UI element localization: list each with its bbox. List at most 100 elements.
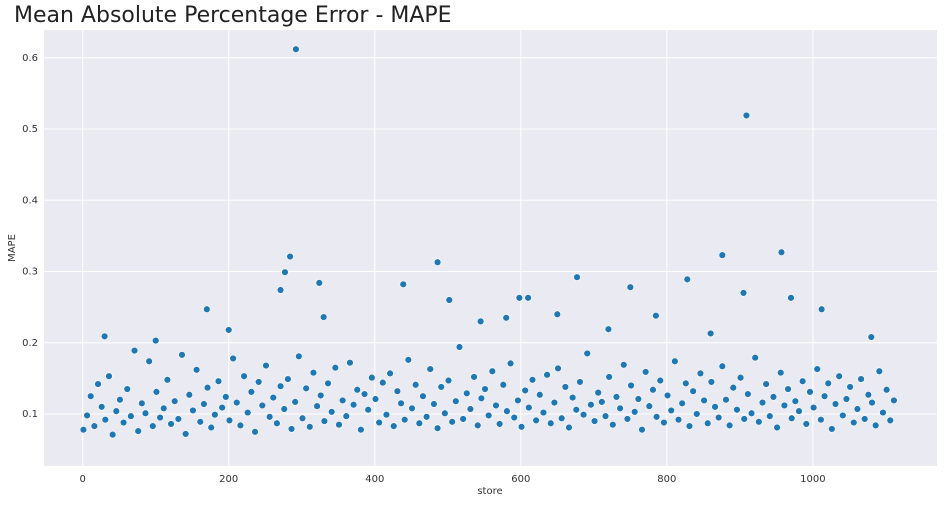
data-point bbox=[130, 346, 139, 355]
data-point bbox=[349, 401, 358, 409]
data-point bbox=[466, 405, 475, 413]
data-point bbox=[251, 428, 259, 436]
data-point bbox=[744, 390, 752, 398]
data-point bbox=[203, 383, 212, 392]
data-point bbox=[660, 418, 668, 427]
data-point bbox=[353, 386, 361, 394]
data-point bbox=[736, 373, 745, 382]
data-point bbox=[160, 404, 168, 412]
data-point bbox=[258, 401, 267, 410]
data-point bbox=[693, 410, 701, 418]
data-point bbox=[886, 416, 894, 425]
data-point bbox=[281, 268, 289, 276]
data-point bbox=[375, 418, 383, 427]
data-point bbox=[524, 294, 532, 302]
data-point bbox=[149, 422, 157, 430]
data-point bbox=[276, 382, 285, 390]
data-point bbox=[769, 393, 778, 401]
data-point bbox=[777, 368, 785, 377]
data-point bbox=[229, 354, 237, 363]
data-point bbox=[798, 377, 807, 385]
data-point bbox=[510, 413, 518, 422]
data-point bbox=[211, 411, 219, 419]
data-point bbox=[601, 412, 610, 420]
data-point bbox=[532, 416, 540, 425]
data-point bbox=[484, 411, 493, 420]
data-point bbox=[739, 289, 748, 297]
x-axis-label: store bbox=[477, 486, 502, 497]
data-point bbox=[346, 358, 354, 367]
data-point bbox=[393, 387, 402, 395]
data-point bbox=[222, 393, 230, 401]
data-point bbox=[207, 423, 215, 432]
data-point bbox=[536, 391, 544, 399]
data-point bbox=[587, 401, 595, 409]
data-point bbox=[722, 396, 730, 404]
data-point bbox=[543, 371, 551, 379]
data-point bbox=[649, 386, 657, 394]
data-point bbox=[882, 386, 891, 394]
data-point bbox=[616, 404, 624, 412]
data-point bbox=[273, 419, 281, 427]
data-point bbox=[656, 376, 664, 385]
data-point bbox=[79, 425, 88, 434]
y-tick-label: 0.3 bbox=[22, 267, 38, 278]
data-point bbox=[225, 326, 233, 334]
data-point bbox=[605, 373, 613, 381]
x-tick-label: 0 bbox=[80, 474, 86, 485]
y-tick-label: 0.1 bbox=[22, 409, 38, 420]
data-point bbox=[806, 388, 814, 396]
data-point bbox=[112, 407, 120, 415]
data-point bbox=[488, 367, 497, 375]
data-point bbox=[476, 317, 485, 326]
data-point bbox=[573, 273, 581, 281]
chart-title: Mean Absolute Percentage Error - MAPE bbox=[14, 3, 452, 28]
data-point bbox=[626, 283, 635, 291]
data-point bbox=[309, 368, 318, 377]
data-point bbox=[306, 423, 314, 431]
data-point bbox=[777, 248, 786, 256]
data-point bbox=[773, 423, 781, 432]
data-point bbox=[280, 405, 288, 413]
y-tick-label: 0.4 bbox=[22, 195, 38, 206]
data-point bbox=[839, 411, 847, 420]
data-point bbox=[725, 421, 734, 430]
x-tick-label: 600 bbox=[511, 474, 530, 485]
data-point bbox=[846, 383, 854, 391]
data-point bbox=[404, 356, 413, 364]
data-point bbox=[674, 415, 683, 424]
data-point bbox=[627, 381, 635, 390]
data-point bbox=[269, 393, 277, 402]
data-point bbox=[474, 421, 482, 430]
data-point bbox=[871, 421, 880, 430]
data-point bbox=[422, 413, 431, 421]
data-point bbox=[594, 388, 602, 397]
data-point bbox=[678, 399, 686, 408]
data-point bbox=[399, 280, 407, 289]
data-point bbox=[706, 329, 715, 338]
data-point bbox=[171, 397, 179, 405]
data-point bbox=[240, 372, 248, 380]
data-point bbox=[233, 398, 241, 407]
data-point bbox=[292, 45, 300, 53]
data-point bbox=[430, 400, 438, 408]
data-point bbox=[813, 365, 821, 373]
data-point bbox=[382, 411, 391, 419]
data-point bbox=[550, 398, 559, 407]
data-point bbox=[758, 398, 767, 407]
data-point bbox=[455, 343, 464, 351]
data-point bbox=[499, 381, 507, 389]
data-point bbox=[444, 376, 453, 385]
data-point bbox=[740, 415, 748, 423]
data-point bbox=[842, 395, 851, 403]
data-point bbox=[795, 407, 803, 415]
data-point bbox=[448, 418, 456, 426]
data-point bbox=[94, 380, 102, 388]
data-point bbox=[817, 415, 825, 424]
data-point bbox=[620, 361, 628, 369]
data-point bbox=[517, 423, 526, 431]
data-point bbox=[857, 375, 865, 383]
data-point bbox=[445, 296, 453, 304]
data-point bbox=[315, 279, 323, 287]
data-point bbox=[683, 275, 691, 284]
